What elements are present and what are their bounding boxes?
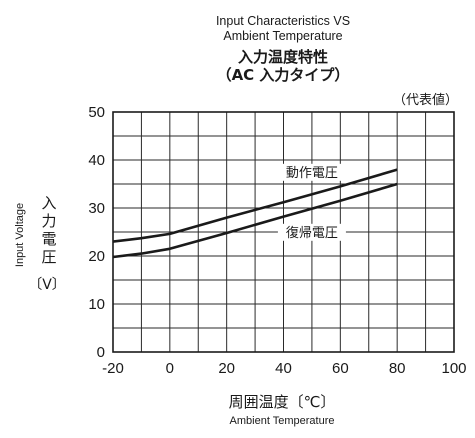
y-axis-label-jp: 入 力 電 圧 xyxy=(41,194,56,266)
y-axis-label-char: 電 xyxy=(41,230,56,248)
x-tick-label: 40 xyxy=(275,360,292,377)
series-line-1 xyxy=(112,168,398,243)
plot-frame xyxy=(112,111,455,353)
y-tick-label: 20 xyxy=(88,248,105,265)
series-label-1: 動作電圧 xyxy=(286,166,338,181)
x-axis-label-en: Ambient Temperature xyxy=(230,415,335,427)
series-label-2: 復帰電圧 xyxy=(286,225,338,241)
x-tick-label: 80 xyxy=(389,360,406,377)
series-line-2 xyxy=(112,182,398,259)
grid xyxy=(113,112,454,352)
x-tick-label: 60 xyxy=(332,360,349,377)
x-tick-label: 100 xyxy=(441,360,466,377)
x-tick-label: -20 xyxy=(102,360,124,377)
y-axis-label-char: 圧 xyxy=(41,248,56,266)
y-tick-label: 50 xyxy=(88,104,105,121)
y-tick-label: 30 xyxy=(88,200,105,217)
chart-title-jp: 入力温度特性 xyxy=(238,48,328,66)
y-axis-label-char: 入 xyxy=(41,194,56,212)
series-label-background xyxy=(277,163,346,181)
x-tick-label: 20 xyxy=(218,360,235,377)
series-layer xyxy=(112,168,398,259)
y-tick-label: 10 xyxy=(88,296,105,313)
y-tick-label: 40 xyxy=(88,152,105,169)
y-tick-label: 0 xyxy=(97,344,105,361)
series-label-background xyxy=(277,223,346,241)
chart-note: （代表値） xyxy=(393,92,458,108)
chart-title-en-line1: Input Characteristics VS xyxy=(216,14,350,28)
y-axis-unit: 〔V〕 xyxy=(28,277,66,293)
x-tick-label: 0 xyxy=(166,360,174,377)
chart-title-en-line2: Ambient Temperature xyxy=(223,29,342,43)
y-axis-label-en: Input Voltage xyxy=(14,203,26,267)
chart-subtitle-jp: （AC 入力タイプ） xyxy=(217,66,350,84)
y-axis-label-char: 力 xyxy=(41,212,56,230)
x-axis-label-jp: 周囲温度〔℃〕 xyxy=(229,393,336,411)
